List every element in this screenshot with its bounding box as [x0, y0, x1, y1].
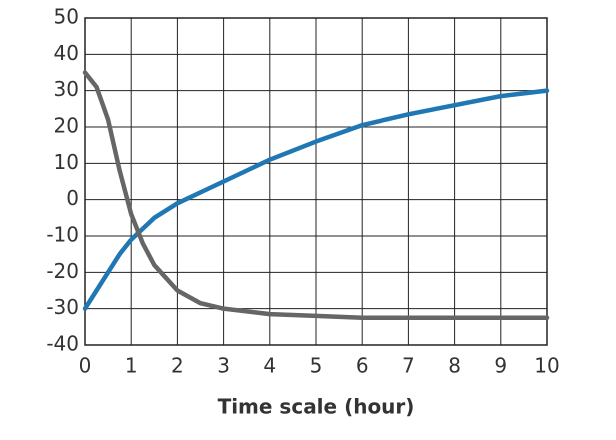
x-tick-label: 5 — [310, 354, 323, 378]
x-tick-label: 6 — [356, 354, 369, 378]
y-tick-label: -10 — [46, 223, 79, 247]
x-axis-label: Time scale (hour) — [218, 395, 415, 419]
y-tick-label: 40 — [54, 41, 79, 65]
y-tick-label: 20 — [54, 114, 79, 138]
y-tick-label: -20 — [46, 259, 79, 283]
plot-frame — [84, 17, 548, 346]
series-line — [82, 70, 550, 320]
x-tick-label: 2 — [171, 354, 184, 378]
y-tick-label: 0 — [66, 186, 79, 210]
x-tick-label: 7 — [402, 354, 415, 378]
x-tick-label: 0 — [79, 354, 92, 378]
y-tick-label: 30 — [54, 77, 79, 101]
y-tick-label: 50 — [54, 5, 79, 29]
y-tick-label: -40 — [46, 332, 79, 356]
x-tick-label: 8 — [448, 354, 461, 378]
y-tick-label: -30 — [46, 295, 79, 319]
x-tick-label: 10 — [534, 354, 559, 378]
x-tick-label: 1 — [125, 354, 138, 378]
x-tick-label: 4 — [263, 354, 276, 378]
x-tick-label: 3 — [217, 354, 230, 378]
x-tick-label: 9 — [494, 354, 507, 378]
y-tick-label: 10 — [54, 150, 79, 174]
series-line — [82, 88, 550, 311]
